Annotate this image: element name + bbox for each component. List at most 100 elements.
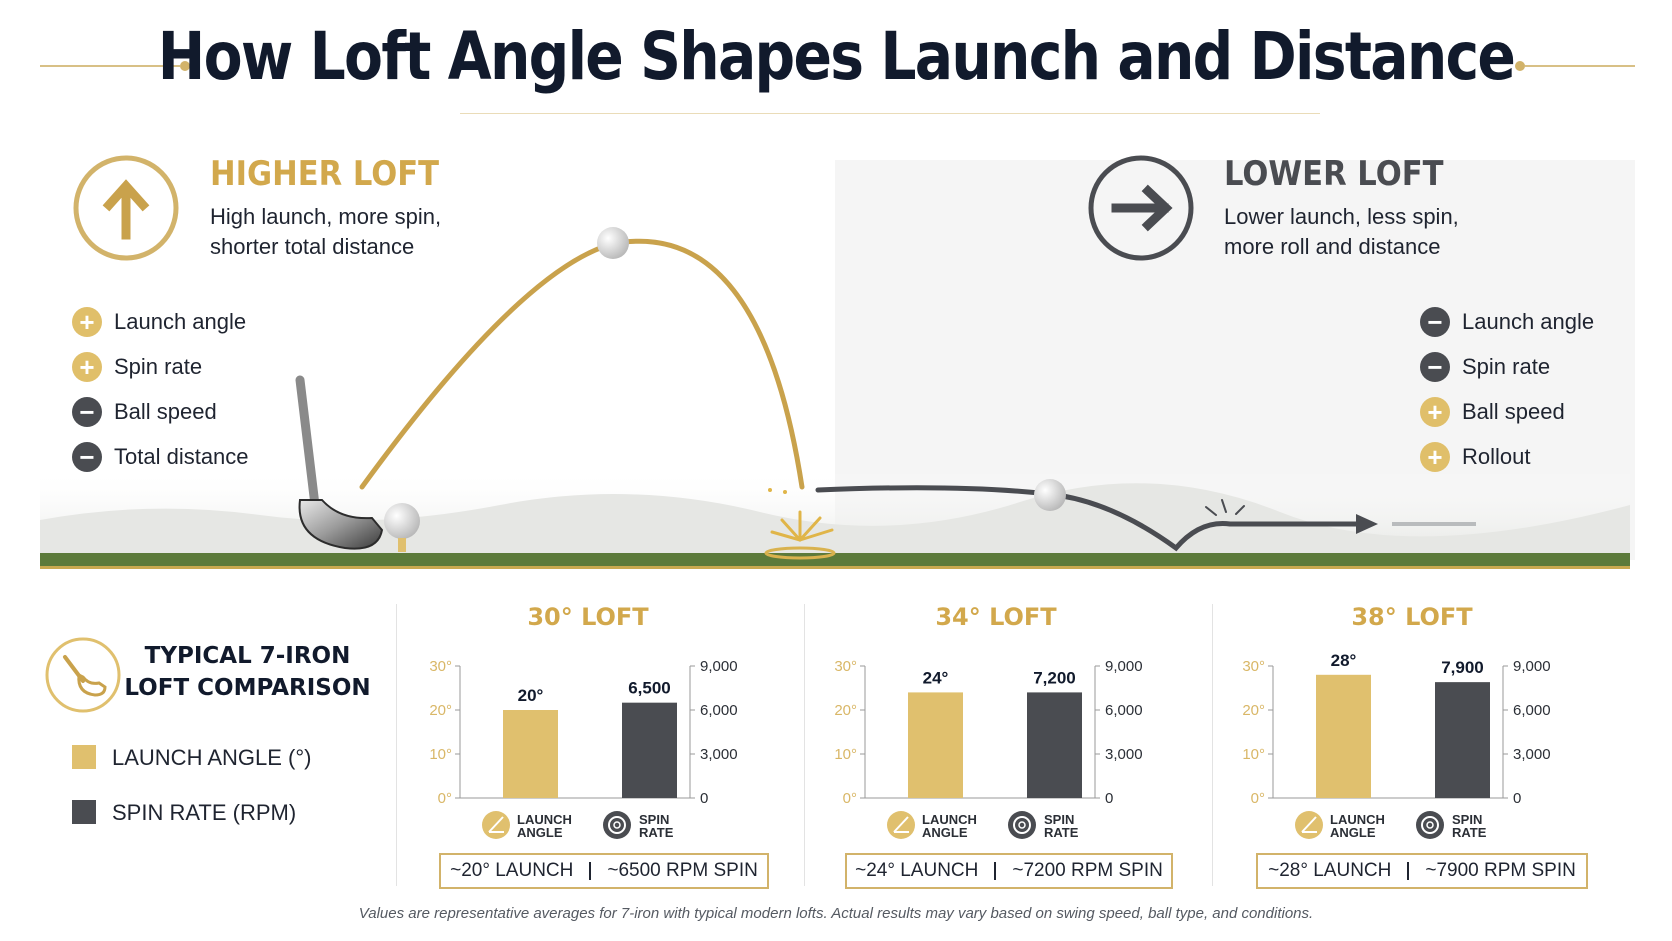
summary-spin: ~6500 RPM SPIN [607, 860, 758, 881]
category-label-launch-1: LAUNCH [517, 812, 572, 827]
left-tick-label: 10° [1242, 746, 1265, 763]
title-left-dot [180, 61, 190, 71]
bar-chart-38: 0° 10° 20° 30° 0 3,000 6,000 9,000 28° 7,900 LAUNC… [1242, 651, 1551, 840]
higher-item-label: Ball speed [114, 399, 217, 424]
bar-launch-angle [1316, 674, 1371, 798]
summary-box: ~20° LAUNCH ~6500 RPM SPIN [439, 853, 769, 889]
category-label-spin-2: RATE [1452, 825, 1487, 840]
right-tick-label: 9,000 [700, 658, 738, 675]
minus-icon: − [1420, 352, 1450, 382]
bar-launch-angle [503, 710, 558, 798]
legend-spin-label: SPIN RATE (RPM) [112, 800, 297, 825]
tee [398, 538, 406, 552]
minus-icon: − [72, 397, 102, 427]
minus-icon: − [1420, 307, 1450, 337]
category-label-launch-2: ANGLE [1330, 825, 1376, 840]
plus-icon: + [1420, 397, 1450, 427]
left-tick-label: 30° [429, 658, 452, 675]
bar-chart-34: 0° 10° 20° 30° 0 3,000 6,000 9,000 24° 7,200 LAUNC… [834, 658, 1142, 840]
higher-item-spin: + Spin rate [72, 352, 202, 382]
spin-rate-icon [1416, 811, 1444, 839]
roll-arrowhead [1356, 514, 1378, 534]
comparison-title-2: LOFT COMPARISON [124, 675, 371, 701]
spin-rate-glyph-inner [613, 821, 621, 829]
category-label-spin-1: SPIN [1044, 812, 1074, 827]
right-arrow-icon [1088, 155, 1194, 261]
summary-launch: ~24° LAUNCH [855, 860, 979, 881]
summary-box: ~28° LAUNCH ~7900 RPM SPIN [1256, 853, 1588, 889]
left-tick-label: 0° [438, 790, 452, 807]
left-tick-label: 30° [1242, 658, 1265, 675]
iron-shaft [295, 375, 320, 510]
high-loft-trajectory [359, 238, 805, 490]
page-title: How Loft Angle Shapes Launch and Distanc… [157, 18, 1516, 95]
up-arrow-icon [73, 155, 179, 261]
category-label-launch-1: LAUNCH [1330, 812, 1385, 827]
footnote: Values are representative averages for 7… [358, 905, 1314, 922]
left-tick-label: 20° [834, 702, 857, 719]
higher-item-label: Total distance [114, 444, 249, 469]
data-label-spin: 7,200 [1033, 668, 1076, 687]
category-label-spin-1: SPIN [639, 812, 669, 827]
summary-launch: ~28° LAUNCH [1268, 860, 1392, 881]
right-tick-label: 0 [1513, 790, 1521, 807]
right-tick-label: 6,000 [700, 702, 738, 719]
summary-separator [589, 862, 592, 880]
summary-separator [994, 862, 997, 880]
higher-item-label: Spin rate [114, 354, 203, 379]
iron-head [298, 499, 384, 550]
category-label-spin-1: SPIN [1452, 812, 1482, 827]
summary-spin: ~7900 RPM SPIN [1425, 860, 1576, 881]
impact-burst [770, 510, 834, 542]
data-label-launch: 24° [923, 668, 949, 687]
bar-spin-rate [1435, 682, 1490, 798]
lower-item-speed: + Ball speed [1420, 397, 1565, 427]
bar-launch-angle [908, 692, 963, 798]
trajectory-scene [40, 227, 1630, 569]
category-label-spin-2: RATE [1044, 825, 1079, 840]
lower-loft-desc-2: more roll and distance [1224, 234, 1441, 259]
left-tick-label: 20° [1242, 702, 1265, 719]
bar-spin-rate [622, 702, 677, 798]
right-tick-label: 0 [1105, 790, 1113, 807]
lower-item-spin: − Spin rate [1420, 352, 1550, 382]
summary-launch: ~20° LAUNCH [450, 860, 574, 881]
data-label-launch: 28° [1331, 651, 1357, 670]
category-label-launch-2: ANGLE [922, 825, 968, 840]
title-left-line [40, 65, 180, 67]
title-right-dot [1515, 61, 1525, 71]
launch-angle-glyph [1301, 816, 1317, 833]
right-tick-label: 6,000 [1513, 702, 1551, 719]
right-tick-label: 9,000 [1513, 658, 1551, 675]
data-label-launch: 20° [518, 686, 544, 705]
higher-loft-desc-1: High launch, more spin, [210, 204, 442, 229]
left-tick-label: 0° [1251, 790, 1265, 807]
plus-icon: + [1420, 442, 1450, 472]
right-tick-label: 3,000 [1513, 746, 1551, 763]
bar-spin-rate [1027, 692, 1082, 798]
title-right-line [1525, 65, 1635, 67]
category-label-launch-1: LAUNCH [922, 812, 977, 827]
lower-item-label: Spin rate [1462, 354, 1551, 379]
lower-loft-title: LOWER LOFT [1224, 154, 1444, 194]
legend-launch-label: LAUNCH ANGLE (°) [112, 745, 312, 770]
divider-3 [1212, 604, 1213, 886]
higher-loft-title: HIGHER LOFT [210, 154, 440, 194]
bounce-marks [1205, 499, 1245, 516]
comparison-title-1: TYPICAL 7-IRON [144, 643, 351, 669]
spin-rate-glyph [1421, 816, 1439, 834]
launch-angle-glyph [488, 816, 504, 833]
higher-item-label: Launch angle [114, 309, 247, 334]
lower-loft-desc-1: Lower launch, less spin, [1224, 204, 1459, 229]
spin-rate-glyph [1013, 816, 1031, 834]
higher-item-distance: − Total distance [72, 442, 249, 472]
left-tick-label: 30° [834, 658, 857, 675]
summary-spin: ~7200 RPM SPIN [1012, 860, 1163, 881]
grass-edge [40, 566, 1630, 569]
lower-item-label: Ball speed [1462, 399, 1565, 424]
low-loft-trajectory [815, 485, 1363, 552]
golf-ball-apex [597, 227, 629, 259]
golf-ball-low [1034, 479, 1066, 511]
title-underline [460, 113, 1320, 114]
